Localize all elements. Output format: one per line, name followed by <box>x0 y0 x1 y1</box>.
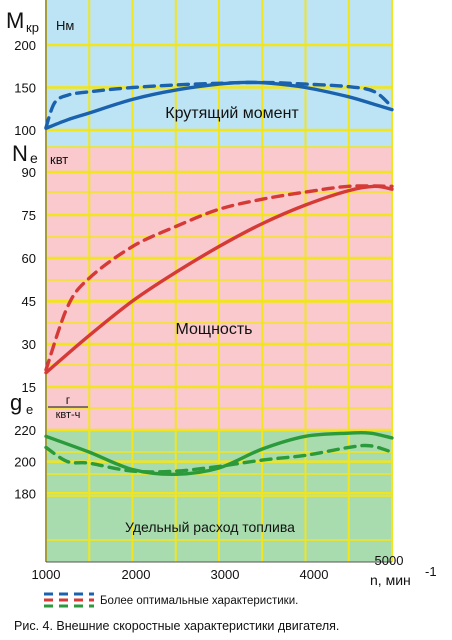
power-axis-unit: квт <box>50 152 68 167</box>
x-tick-label: 2000 <box>122 567 151 582</box>
torque-axis-subscript: кр <box>26 20 39 35</box>
figure-caption: Рис. 4. Внешние скоростные характеристик… <box>14 619 339 633</box>
torque-axis-unit: Нм <box>56 18 74 33</box>
labels: 100 150 200 15 30 45 60 75 90 180 200 220 <box>14 38 36 501</box>
x-tick-label: 1000 <box>32 567 61 582</box>
power-axis-symbol: N <box>12 141 28 166</box>
x-tick-label: 5000 <box>375 553 404 568</box>
power-panel-title: Мощность <box>176 321 253 338</box>
power-y-tick-label: 90 <box>22 165 36 180</box>
grid <box>45 0 393 563</box>
torque-panel-title: Крутящий момент <box>165 105 299 122</box>
fuel-y-tick-label: 200 <box>14 455 36 470</box>
fuel-y-tick-label: 180 <box>14 486 36 501</box>
power-y-tick-label: 30 <box>22 337 36 352</box>
fuel-y-tick-label: 220 <box>14 423 36 438</box>
power-curve-dashed <box>44 184 394 372</box>
fuel-axis-subscript: е <box>26 402 33 417</box>
x-tick-label: 3000 <box>211 567 240 582</box>
curves <box>44 80 394 477</box>
power-y-tick-label: 60 <box>22 251 36 266</box>
torque-curve-dashed <box>44 80 394 130</box>
fuel-curve-solid <box>44 430 394 477</box>
power-y-tick-label: 45 <box>22 294 36 309</box>
x-axis-label-superscript: -1 <box>425 564 437 579</box>
fuel-axis-symbol: g <box>10 390 22 415</box>
x-axis-label: n, мин <box>370 572 411 588</box>
power-y-tick-label: 75 <box>22 208 36 223</box>
legend-text: Более оптимальные характеристики. <box>100 595 298 607</box>
fuel-axis-unit-denominator: квт-ч <box>56 409 81 421</box>
power-axis-subscript: е <box>30 150 38 166</box>
torque-y-tick-label: 100 <box>14 123 36 138</box>
power-y-tick-label: 15 <box>22 380 36 395</box>
fuel-curve-dashed <box>44 443 394 474</box>
fuel-panel-title: Удельный расход топлива <box>125 519 295 535</box>
torque-y-tick-label: 200 <box>14 38 36 53</box>
torque-y-tick-label: 150 <box>14 81 36 96</box>
legend: Более оптимальные характеристики. <box>44 592 298 608</box>
x-tick-label: 4000 <box>300 567 329 582</box>
torque-axis-symbol: М <box>6 8 24 33</box>
fuel-axis-unit-numerator: г <box>66 393 71 407</box>
